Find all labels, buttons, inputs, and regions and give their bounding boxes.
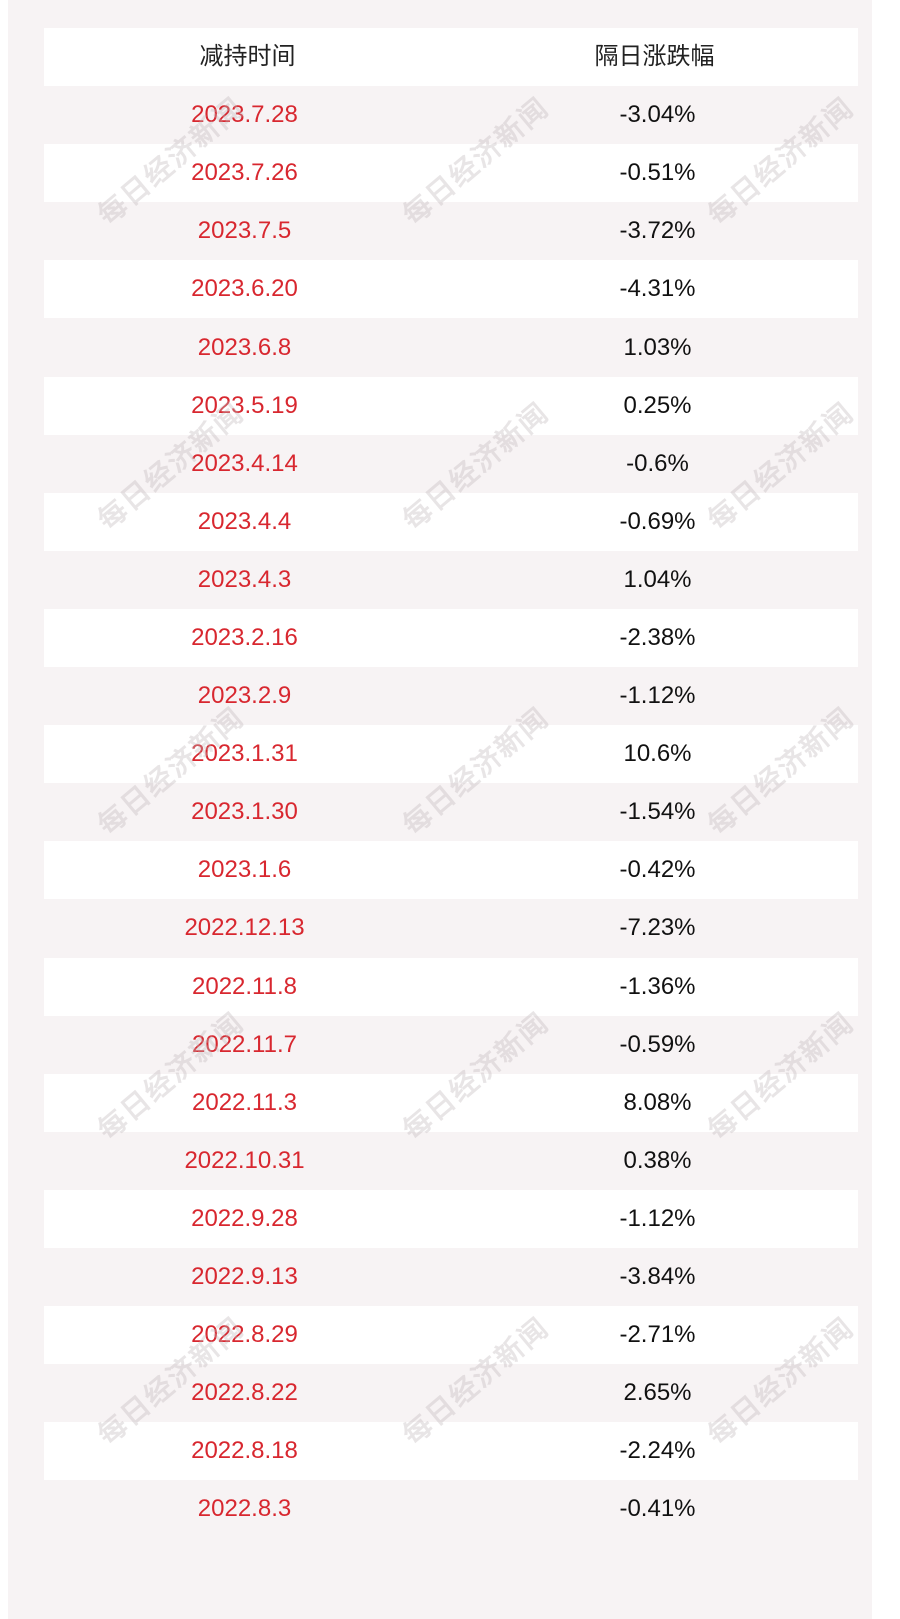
table-row: 2022.10.31 0.38% <box>44 1132 858 1190</box>
date-cell: 2023.7.28 <box>191 101 298 129</box>
date-cell: 2023.1.30 <box>191 798 298 826</box>
change-cell: -2.24% <box>619 1437 696 1465</box>
table-row: 2022.8.3 -0.41% <box>44 1480 858 1538</box>
table-row: 2023.1.30 -1.54% <box>44 783 858 841</box>
table-row: 2022.9.28 -1.12% <box>44 1189 858 1248</box>
change-cell: -1.36% <box>619 972 696 1000</box>
change-cell: -1.12% <box>619 1204 696 1232</box>
date-cell: 2023.7.26 <box>191 159 298 187</box>
change-cell: -1.12% <box>619 682 696 710</box>
date-cell: 2022.10.31 <box>184 1146 305 1174</box>
table-header-row: 减持时间 隔日涨跌幅 <box>44 28 858 87</box>
date-cell: 2022.8.22 <box>191 1379 298 1407</box>
table-row: 2023.7.28 -3.04% <box>44 86 858 144</box>
table-row: 2023.2.9 -1.12% <box>44 667 858 725</box>
table-row: 2022.11.8 -1.36% <box>44 957 858 1016</box>
table-panel: 减持时间 隔日涨跌幅 2023.7.28 -3.04% 2023.7.26 -0.51… <box>8 0 872 1619</box>
date-cell: 2023.6.20 <box>191 275 298 303</box>
change-cell: -0.69% <box>619 507 696 535</box>
date-cell: 2023.1.31 <box>191 740 298 768</box>
table-row: 2022.12.13 -7.23% <box>44 899 858 957</box>
date-cell: 2022.8.3 <box>197 1495 292 1523</box>
data-table: 减持时间 隔日涨跌幅 2023.7.28 -3.04% 2023.7.26 -0.51… <box>44 28 858 1538</box>
table-row: 2022.8.22 2.65% <box>44 1364 858 1422</box>
table-row: 2023.7.26 -0.51% <box>44 144 858 203</box>
change-cell: -3.84% <box>619 1263 696 1291</box>
change-cell: -0.41% <box>619 1495 696 1523</box>
change-cell: -0.59% <box>619 1030 696 1058</box>
table-row: 2022.11.3 8.08% <box>44 1073 858 1132</box>
table-row: 2022.8.29 -2.71% <box>44 1306 858 1365</box>
date-cell: 2023.4.14 <box>191 449 298 477</box>
date-cell: 2023.4.4 <box>197 507 292 535</box>
table-row: 2022.8.18 -2.24% <box>44 1422 858 1481</box>
change-cell: 10.6% <box>623 740 692 768</box>
table-row: 2022.9.13 -3.84% <box>44 1248 858 1306</box>
change-cell: 0.25% <box>623 391 692 419</box>
date-cell: 2023.5.19 <box>191 391 298 419</box>
table-row: 2023.6.8 1.03% <box>44 318 858 376</box>
table-row: 2023.4.4 -0.69% <box>44 492 858 551</box>
change-cell: 8.08% <box>623 1088 692 1116</box>
change-cell: -2.38% <box>619 623 696 651</box>
table-row: 2023.6.20 -4.31% <box>44 260 858 319</box>
date-cell: 2022.12.13 <box>184 914 305 942</box>
change-cell: -4.31% <box>619 275 696 303</box>
table-row: 2023.2.16 -2.38% <box>44 608 858 668</box>
table-row: 2023.1.6 -0.42% <box>44 841 858 900</box>
change-cell: 1.04% <box>623 565 692 593</box>
header-date: 减持时间 <box>199 43 296 71</box>
change-cell: 2.65% <box>623 1379 692 1407</box>
table-row: 2022.11.7 -0.59% <box>44 1016 858 1074</box>
change-cell: -7.23% <box>619 914 696 942</box>
date-cell: 2022.11.3 <box>192 1088 297 1116</box>
change-cell: 0.38% <box>623 1146 692 1174</box>
date-cell: 2022.9.13 <box>191 1263 298 1291</box>
date-cell: 2023.4.3 <box>197 565 292 593</box>
table-row: 2023.1.31 10.6% <box>44 725 858 784</box>
change-cell: -0.42% <box>619 856 696 884</box>
date-cell: 2022.9.28 <box>191 1204 298 1232</box>
table-row: 2023.4.14 -0.6% <box>44 435 858 493</box>
change-cell: -3.04% <box>619 101 696 129</box>
date-cell: 2022.8.29 <box>191 1321 298 1349</box>
table-row: 2023.7.5 -3.72% <box>44 202 858 260</box>
change-cell: -2.71% <box>619 1321 696 1349</box>
date-cell: 2023.2.16 <box>191 623 298 651</box>
change-cell: -0.51% <box>619 159 696 187</box>
change-cell: -3.72% <box>619 217 696 245</box>
table-body: 2023.7.28 -3.04% 2023.7.26 -0.51% 2023.7.5 -3… <box>44 86 858 1538</box>
date-cell: 2022.8.18 <box>191 1437 298 1465</box>
date-cell: 2022.11.8 <box>192 972 297 1000</box>
change-cell: 1.03% <box>623 333 692 361</box>
date-cell: 2023.1.6 <box>197 856 292 884</box>
change-cell: -1.54% <box>619 798 696 826</box>
date-cell: 2022.11.7 <box>192 1030 297 1058</box>
change-cell: -0.6% <box>626 449 689 477</box>
table-row: 2023.4.3 1.04% <box>44 551 858 609</box>
table-row: 2023.5.19 0.25% <box>44 376 858 435</box>
header-change: 隔日涨跌幅 <box>594 43 715 71</box>
date-cell: 2023.7.5 <box>197 217 292 245</box>
date-cell: 2023.2.9 <box>197 682 292 710</box>
date-cell: 2023.6.8 <box>197 333 292 361</box>
